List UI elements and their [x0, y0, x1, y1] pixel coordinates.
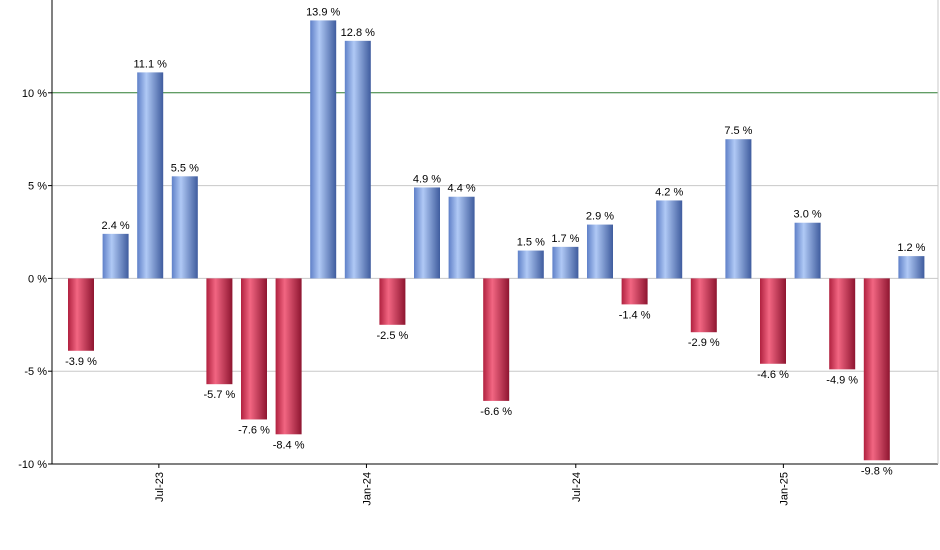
data-label: 3.0 % [794, 209, 822, 221]
data-labels: -3.9 % 2.4 % 11.1 % 5.5 % -5.7 % -7.6 %-8.4 %… [65, 6, 926, 477]
bar-negative [690, 278, 717, 333]
bar-negative [760, 278, 786, 364]
data-label: 1.5 % [517, 237, 545, 249]
bar-positive [587, 224, 613, 279]
y-tick-label: -5 % [24, 366, 47, 378]
data-label: -3.9 % [65, 356, 97, 368]
y-tick-label: 0 % [28, 273, 47, 285]
data-label: -6.6 % [480, 406, 512, 418]
bar-positive [310, 20, 337, 279]
x-tick-label: Jan-24 [361, 472, 373, 506]
bar-positive [344, 40, 371, 279]
data-label: 4.9 % [413, 173, 441, 185]
data-label: 4.2 % [655, 186, 683, 198]
bar-positive [137, 72, 164, 279]
axes: -10 % -5 % 0 % 5 % 10 % Jul-23 Jan-24 Jul-24 Jan… [18, 0, 939, 506]
data-label: -2.9 % [688, 337, 720, 349]
bar-negative [206, 278, 233, 385]
data-label: -9.8 % [861, 465, 893, 477]
data-label: -1.4 % [619, 309, 651, 321]
bar-positive [102, 233, 129, 279]
data-label: 12.8 % [341, 27, 375, 39]
bar-positive [552, 246, 579, 279]
bar-positive [725, 139, 752, 279]
data-label: -7.6 % [238, 424, 270, 436]
x-tick-label: Jan-25 [778, 472, 790, 506]
data-label: 1.2 % [897, 242, 925, 254]
data-label: -5.7 % [204, 389, 236, 401]
data-label: 2.9 % [586, 211, 614, 223]
bars [68, 20, 925, 461]
bar-positive [794, 222, 821, 279]
data-label: 5.5 % [171, 162, 199, 174]
bar-negative [241, 278, 267, 420]
y-tick-label: 5 % [28, 181, 47, 193]
bar-positive [898, 256, 925, 279]
bar-negative [68, 278, 94, 351]
y-tick-label: -10 % [18, 459, 47, 471]
data-label: 4.4 % [448, 183, 476, 195]
x-tick-label: Jul-24 [571, 472, 583, 502]
y-tick-label: 10 % [22, 88, 47, 100]
bar-negative [275, 278, 302, 435]
bar-negative [829, 278, 856, 370]
bar-negative [621, 278, 648, 305]
bar-positive [517, 250, 544, 279]
data-label: 13.9 % [306, 6, 340, 18]
data-label: 11.1 % [133, 58, 167, 70]
data-label: -4.9 % [826, 374, 858, 386]
data-label: -2.5 % [377, 330, 409, 342]
bar-positive [656, 200, 683, 279]
data-label: 7.5 % [724, 125, 752, 137]
data-label: 1.7 % [551, 233, 579, 245]
bar-positive [414, 187, 440, 279]
bar-positive [171, 176, 198, 279]
bar-negative [379, 278, 406, 325]
x-tick-label: Jul-23 [154, 472, 166, 502]
bar-negative [483, 278, 510, 401]
bar-negative [863, 278, 890, 461]
data-label: -8.4 % [273, 439, 305, 451]
data-label: 2.4 % [102, 220, 130, 232]
data-label: -4.6 % [757, 369, 789, 381]
bar-positive [448, 196, 475, 279]
